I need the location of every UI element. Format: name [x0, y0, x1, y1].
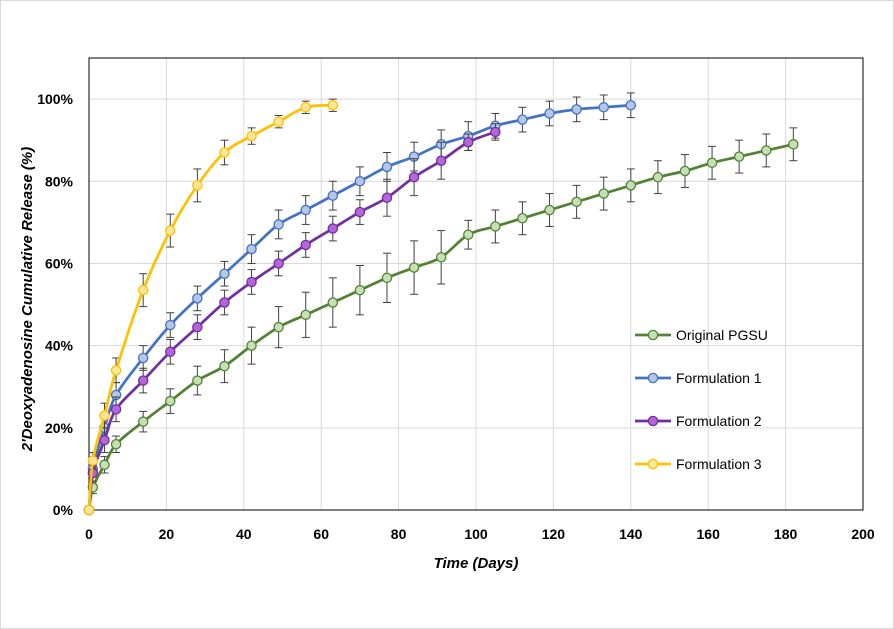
- data-point: [273, 116, 284, 127]
- x-tick-label: 120: [542, 526, 566, 542]
- data-point: [490, 126, 501, 138]
- data-point: [517, 213, 528, 224]
- y-axis-title: 2'Deoxyadenosine Cumulative Release (%): [19, 147, 36, 453]
- x-tick-label: 80: [391, 526, 407, 542]
- x-tick-label: 140: [619, 526, 643, 542]
- data-point: [165, 319, 176, 331]
- data-point: [679, 165, 691, 177]
- data-point: [381, 192, 393, 203]
- data-point: [137, 416, 149, 427]
- legend-label: Formulation 2: [676, 413, 762, 429]
- data-point: [273, 321, 284, 333]
- legend-label: Original PGSU: [676, 327, 768, 343]
- data-point: [435, 252, 447, 263]
- y-tick-label: 80%: [45, 173, 74, 189]
- x-tick-label: 60: [313, 526, 329, 542]
- data-point: [273, 258, 284, 269]
- data-point: [99, 459, 110, 471]
- data-point: [219, 360, 230, 372]
- data-point: [435, 155, 447, 166]
- data-point: [463, 136, 474, 148]
- x-tick-label: 100: [464, 526, 488, 542]
- y-tick-label: 0%: [53, 502, 74, 518]
- data-point: [788, 139, 799, 150]
- data-point: [137, 352, 149, 364]
- data-point: [192, 321, 203, 333]
- data-point: [761, 145, 772, 156]
- data-point: [137, 284, 149, 296]
- data-point: [110, 365, 122, 376]
- data-point: [137, 375, 149, 386]
- data-point: [99, 410, 110, 421]
- data-point: [110, 404, 122, 415]
- x-tick-label: 20: [159, 526, 175, 542]
- data-point: [300, 239, 311, 251]
- data-point: [165, 225, 176, 236]
- data-point: [706, 157, 718, 169]
- data-point: [408, 262, 420, 273]
- data-point: [327, 190, 339, 201]
- data-point: [192, 293, 203, 304]
- data-point: [408, 171, 420, 183]
- data-point: [99, 434, 110, 446]
- data-point: [327, 100, 339, 111]
- data-point: [87, 455, 99, 466]
- data-point: [83, 504, 95, 516]
- data-point: [490, 221, 501, 232]
- data-point: [246, 130, 257, 142]
- data-point: [246, 276, 257, 288]
- x-tick-label: 160: [697, 526, 721, 542]
- data-point: [463, 229, 474, 240]
- data-point: [544, 204, 555, 216]
- data-point: [571, 196, 582, 208]
- x-axis-title: Time (Days): [434, 555, 519, 572]
- data-point: [273, 219, 284, 230]
- data-point: [192, 180, 203, 191]
- data-point: [571, 104, 582, 115]
- data-point: [381, 161, 393, 173]
- data-point: [354, 284, 366, 296]
- data-point: [165, 346, 176, 358]
- data-point: [300, 309, 311, 321]
- data-point: [625, 180, 637, 191]
- data-point: [327, 297, 339, 308]
- data-point: [246, 340, 257, 351]
- data-point: [517, 114, 528, 125]
- data-point: [300, 204, 311, 216]
- data-point: [192, 375, 203, 386]
- x-tick-label: 200: [851, 526, 875, 542]
- data-point: [625, 100, 637, 111]
- data-point: [381, 272, 393, 284]
- data-point: [300, 102, 311, 113]
- legend-label: Formulation 1: [676, 370, 762, 386]
- data-point: [652, 171, 664, 183]
- data-point: [544, 108, 555, 119]
- y-tick-label: 100%: [37, 91, 73, 107]
- data-point: [219, 268, 230, 279]
- legend-label: Formulation 3: [676, 456, 762, 472]
- data-point: [733, 151, 745, 162]
- data-point: [327, 223, 339, 234]
- x-tick-label: 40: [236, 526, 252, 542]
- legend-marker: [647, 329, 659, 341]
- y-tick-label: 40%: [45, 338, 74, 354]
- data-point: [354, 176, 366, 187]
- data-point: [219, 147, 230, 158]
- data-point: [219, 297, 230, 308]
- legend-marker: [647, 458, 659, 470]
- legend-marker: [647, 372, 659, 384]
- data-point: [165, 395, 176, 407]
- data-point: [598, 188, 609, 199]
- y-tick-label: 60%: [45, 255, 74, 271]
- data-point: [354, 206, 366, 218]
- x-tick-label: 180: [774, 526, 798, 542]
- data-point: [246, 243, 257, 255]
- y-tick-label: 20%: [45, 420, 74, 436]
- plot-border: [88, 57, 864, 511]
- legend-marker: [647, 415, 659, 427]
- data-point: [598, 102, 609, 113]
- data-point: [110, 439, 122, 450]
- x-tick-label: 0: [85, 526, 93, 542]
